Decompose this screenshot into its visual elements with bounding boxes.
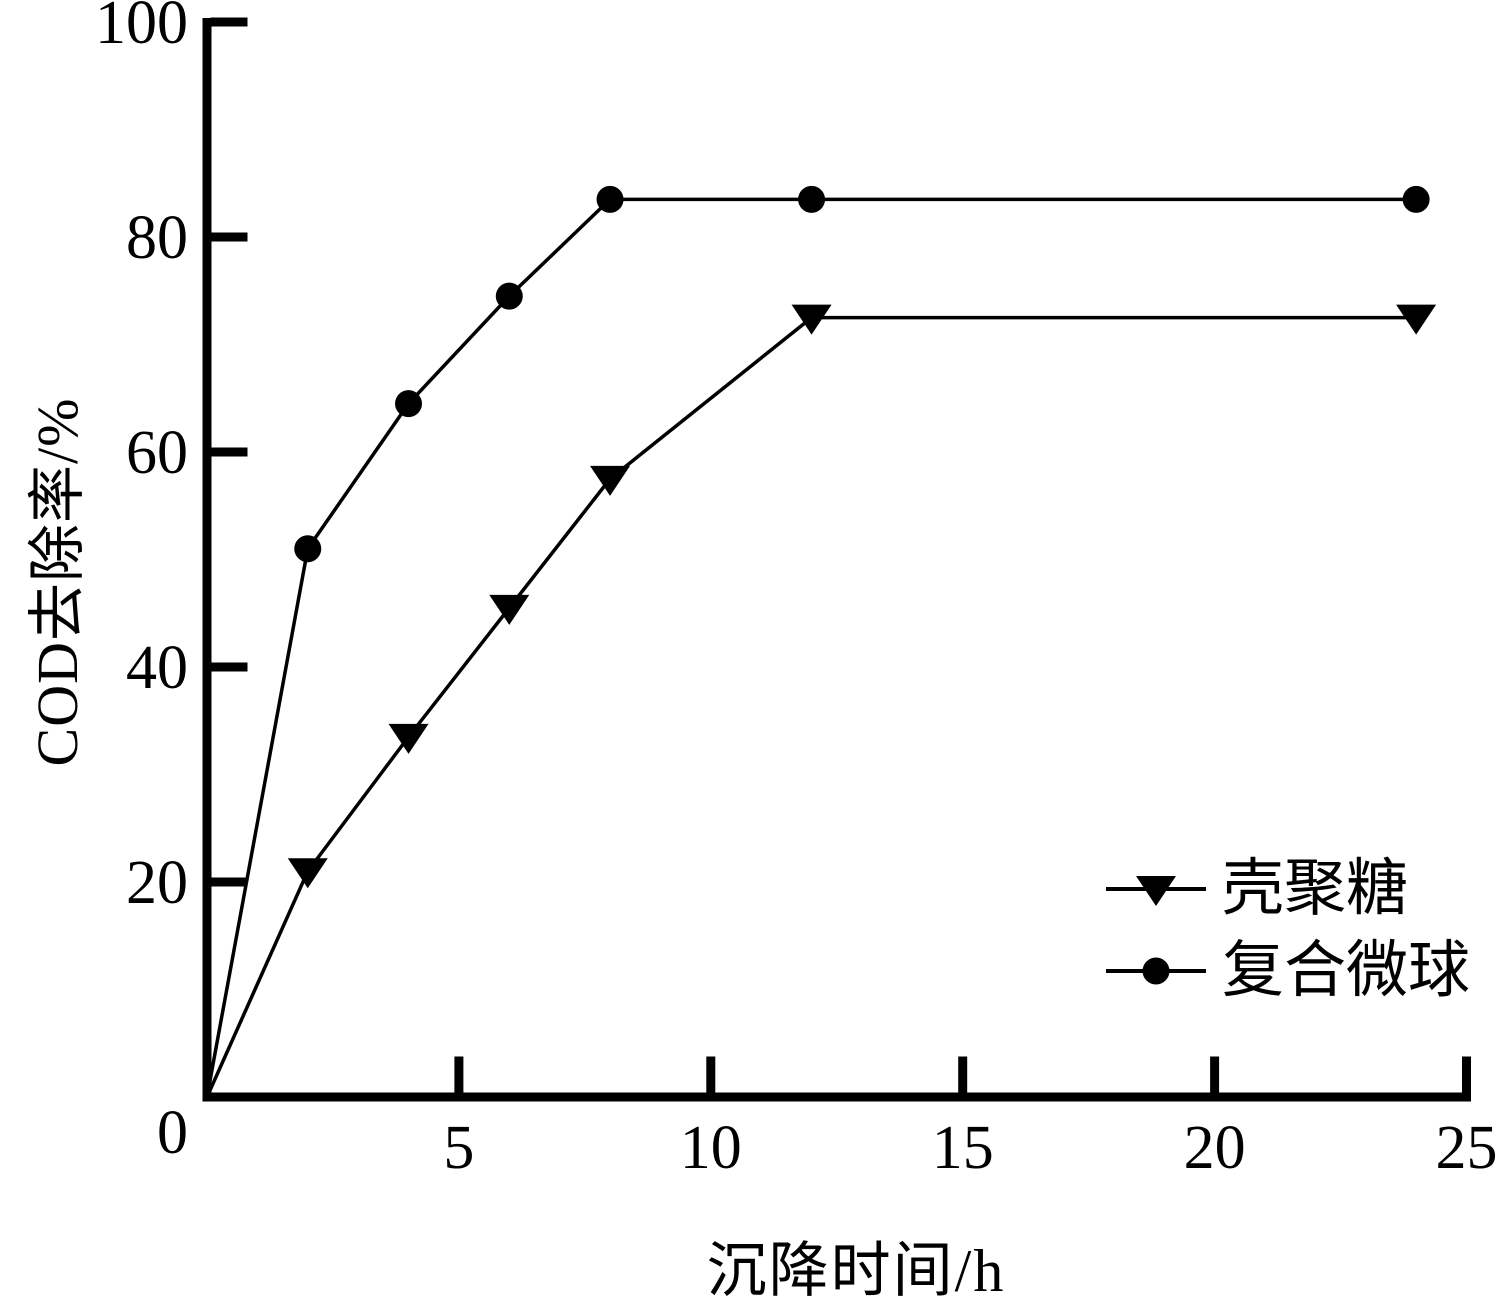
circle-marker [1402,185,1430,213]
x-tick-label: 10 [680,1114,742,1182]
y-tick-label: 80 [126,204,188,272]
y-tick-label: 100 [95,0,188,57]
circle-marker-icon [1106,957,1206,985]
x-axis-title: 沉降时间/h [706,1238,1006,1299]
circle-marker [294,535,322,563]
y-tick-label: 40 [126,634,188,702]
x-tick-label: 25 [1436,1114,1498,1182]
triangle-down-marker [489,594,530,625]
circle-marker [495,282,523,310]
y-axis-title: COD去除率/% [25,397,90,767]
triangle-down-marker-icon [1106,876,1206,906]
y-tick-label: 60 [126,419,188,487]
x-tick-label: 15 [932,1114,994,1182]
triangle-down-marker [1136,876,1176,906]
triangle-down-marker [1396,304,1437,335]
circle-marker [395,390,423,418]
circle-marker [596,185,624,213]
legend: 壳聚糖 复合微球 [1104,858,1470,1002]
triangle-down-marker [791,304,832,335]
legend-item-chitosan: 壳聚糖 [1104,858,1470,920]
triangle-down-marker [590,465,631,496]
legend-label-chitosan: 壳聚糖 [1222,855,1409,923]
y-tick-label: 0 [157,1099,188,1167]
circle-marker [1142,957,1170,985]
triangle-down-marker [287,858,328,889]
y-tick-label: 20 [126,849,188,917]
legend-label-composite-microsphere: 复合微球 [1222,937,1471,1005]
x-tick-label: 5 [443,1114,474,1182]
circle-marker [798,185,826,213]
x-tick-label: 20 [1184,1114,1246,1182]
triangle-down-marker [388,723,429,754]
legend-item-composite-microsphere: 复合微球 [1104,940,1470,1002]
